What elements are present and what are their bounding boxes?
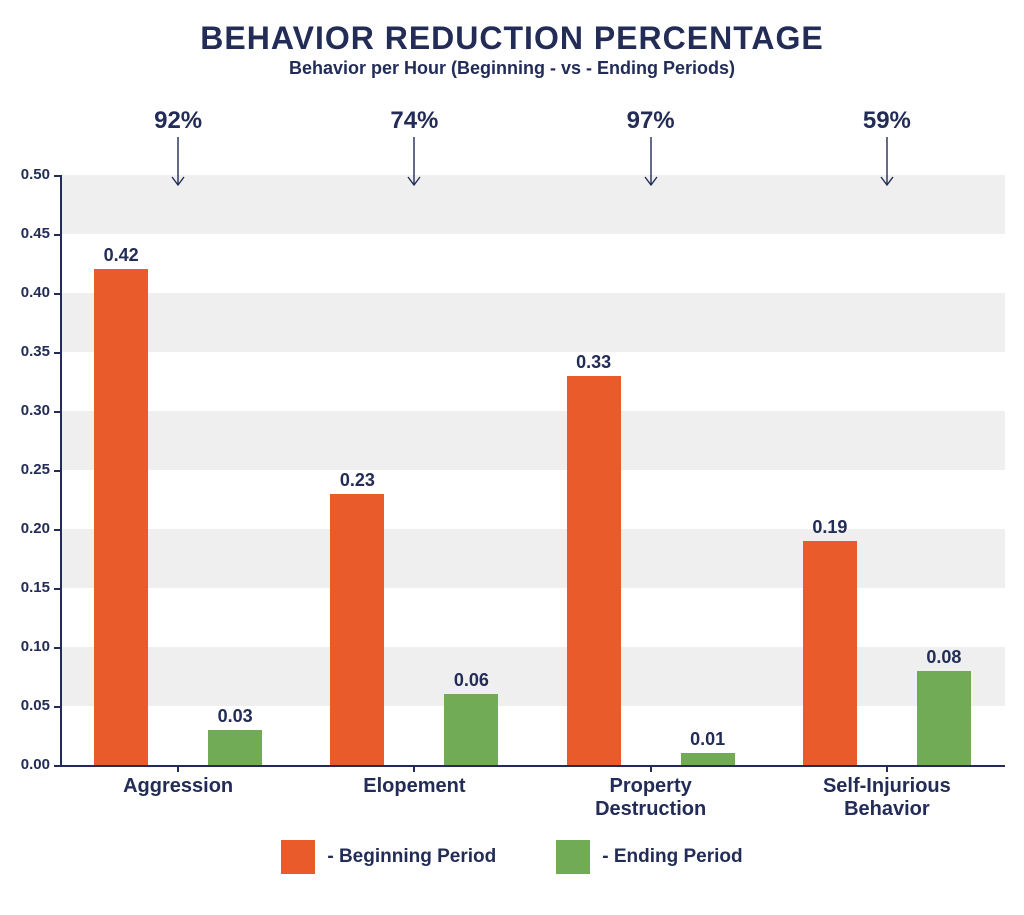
x-tick-mark — [650, 765, 652, 772]
y-tick-label: 0.35 — [5, 343, 50, 360]
y-tick-mark — [54, 706, 60, 708]
legend-label-beginning: - Beginning Period — [327, 846, 496, 868]
bar-ending — [681, 753, 735, 765]
legend-swatch-beginning — [281, 840, 315, 874]
y-tick-mark — [54, 588, 60, 590]
x-category-label: PropertyDestruction — [541, 775, 761, 821]
y-tick-mark — [54, 529, 60, 531]
x-axis — [60, 765, 1005, 767]
y-tick-label: 0.10 — [5, 638, 50, 655]
grid-band — [60, 175, 1005, 234]
reduction-pct-label: 74% — [354, 107, 474, 135]
bar-ending — [208, 730, 262, 765]
y-tick-mark — [54, 352, 60, 354]
legend-item-ending: - Ending Period — [556, 840, 742, 874]
reduction-pct-label: 97% — [591, 107, 711, 135]
bar-value-beginning: 0.23 — [310, 470, 404, 491]
bar-ending — [444, 694, 498, 765]
grid-band — [60, 529, 1005, 588]
x-tick-mark — [177, 765, 179, 772]
bar-beginning — [803, 541, 857, 765]
y-axis — [60, 175, 62, 767]
x-tick-mark — [886, 765, 888, 772]
bar-value-beginning: 0.42 — [74, 245, 168, 266]
reduction-pct-label: 59% — [827, 107, 947, 135]
y-tick-label: 0.00 — [5, 756, 50, 773]
y-tick-label: 0.25 — [5, 461, 50, 478]
y-tick-mark — [54, 470, 60, 472]
y-tick-mark — [54, 234, 60, 236]
bar-beginning — [330, 494, 384, 765]
reduction-pct-label: 92% — [118, 107, 238, 135]
bar-beginning — [94, 269, 148, 765]
y-tick-label: 0.15 — [5, 579, 50, 596]
y-tick-label: 0.40 — [5, 284, 50, 301]
y-tick-label: 0.05 — [5, 697, 50, 714]
y-tick-label: 0.45 — [5, 225, 50, 242]
legend-label-ending: - Ending Period — [602, 846, 742, 868]
chart-subtitle: Behavior per Hour (Beginning - vs - Endi… — [0, 58, 1024, 79]
bar-value-ending: 0.06 — [424, 670, 518, 691]
grid-band — [60, 411, 1005, 470]
down-arrow-icon — [879, 137, 895, 187]
x-tick-mark — [413, 765, 415, 772]
down-arrow-icon — [170, 137, 186, 187]
grid-band — [60, 293, 1005, 352]
x-category-label: Elopement — [304, 775, 524, 798]
y-tick-label: 0.30 — [5, 402, 50, 419]
chart-title: BEHAVIOR REDUCTION PERCENTAGE — [0, 20, 1024, 57]
x-category-label: Self-InjuriousBehavior — [777, 775, 997, 821]
y-tick-label: 0.20 — [5, 520, 50, 537]
down-arrow-icon — [406, 137, 422, 187]
y-tick-mark — [54, 411, 60, 413]
legend: - Beginning Period - Ending Period — [0, 840, 1024, 874]
y-tick-mark — [54, 765, 60, 767]
bar-value-ending: 0.01 — [661, 729, 755, 750]
x-category-label: Aggression — [68, 775, 288, 798]
bar-ending — [917, 671, 971, 765]
down-arrow-icon — [643, 137, 659, 187]
bar-value-beginning: 0.33 — [547, 352, 641, 373]
y-tick-mark — [54, 175, 60, 177]
legend-item-beginning: - Beginning Period — [281, 840, 496, 874]
bar-value-ending: 0.03 — [188, 706, 282, 727]
plot-area: 0.000.050.100.150.200.250.300.350.400.45… — [60, 175, 1005, 765]
y-tick-label: 0.50 — [5, 166, 50, 183]
bar-beginning — [567, 376, 621, 765]
legend-swatch-ending — [556, 840, 590, 874]
bar-value-ending: 0.08 — [897, 647, 991, 668]
y-tick-mark — [54, 647, 60, 649]
y-tick-mark — [54, 293, 60, 295]
grid-band — [60, 647, 1005, 706]
bar-value-beginning: 0.19 — [783, 517, 877, 538]
